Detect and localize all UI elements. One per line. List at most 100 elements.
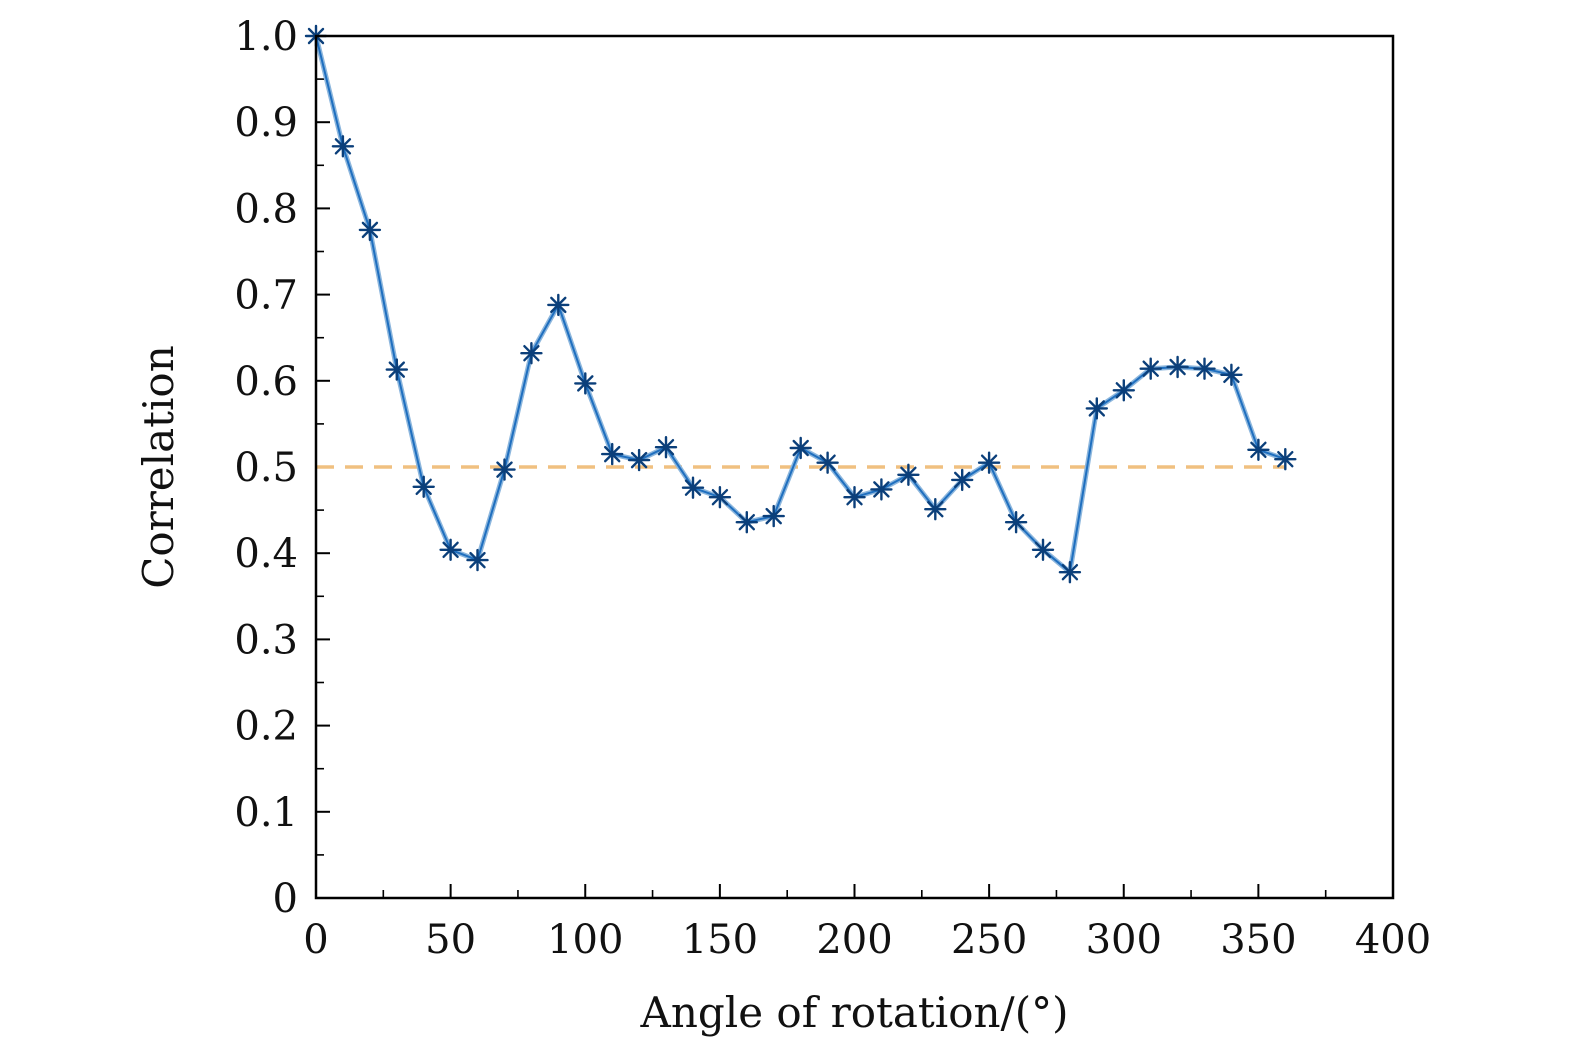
marker-stroke <box>1115 382 1133 399</box>
data-point-marker <box>1193 357 1216 380</box>
data-point-marker <box>654 436 678 459</box>
marker-stroke <box>604 445 621 463</box>
data-point-marker <box>816 451 839 474</box>
x-axis-title: Angle of rotation/(°) <box>640 988 1069 1037</box>
x-tick-label: 200 <box>816 917 892 963</box>
data-point-marker <box>708 486 732 509</box>
data-point-marker <box>1085 397 1109 420</box>
y-tick-label: 1.0 <box>234 14 298 60</box>
marker-stroke <box>738 514 755 531</box>
marker-stroke <box>361 221 379 239</box>
data-point-marker <box>789 436 812 460</box>
data-point-marker <box>331 135 355 158</box>
marker-stroke <box>846 489 863 506</box>
x-tick-label: 100 <box>547 917 623 963</box>
data-point-marker <box>385 358 408 381</box>
data-point-marker <box>897 463 920 486</box>
marker-stroke <box>1061 564 1079 581</box>
data-point-marker <box>977 451 1001 474</box>
marker-stroke <box>1088 400 1106 417</box>
plot-frame <box>314 34 1395 900</box>
y-tick-label: 0.5 <box>234 445 298 491</box>
marker-stroke <box>496 461 513 478</box>
data-point-marker <box>1004 511 1028 534</box>
marker-stroke <box>980 454 998 471</box>
marker-stroke <box>442 541 459 558</box>
marker-stroke <box>1007 514 1025 531</box>
x-tick-label: 300 <box>1086 917 1162 963</box>
marker-stroke <box>1034 541 1052 558</box>
marker-stroke <box>954 471 971 489</box>
data-point-marker <box>1247 438 1270 461</box>
marker-stroke <box>630 451 648 469</box>
x-tick-label: 50 <box>425 917 476 963</box>
data-point-marker <box>1031 538 1055 561</box>
data-point-marker <box>601 442 624 466</box>
marker-stroke <box>711 489 729 506</box>
y-tick-label: 0.9 <box>234 100 298 146</box>
data-point-marker <box>1220 363 1243 386</box>
data-point-marker <box>1139 357 1162 380</box>
marker-stroke <box>1250 441 1267 458</box>
x-tick-label: 350 <box>1220 917 1296 963</box>
marker-stroke <box>1196 360 1213 377</box>
marker-stroke <box>792 439 809 457</box>
data-point-marker <box>439 538 462 561</box>
marker-stroke <box>388 361 405 378</box>
y-tick-label: 0.7 <box>234 273 298 319</box>
data-point-marker <box>1058 561 1082 584</box>
y-tick-label: 0.8 <box>234 186 298 232</box>
y-tick-label: 0.4 <box>234 531 298 577</box>
y-axis-title: Correlation <box>134 345 183 589</box>
data-point-marker <box>493 458 516 481</box>
marker-stroke <box>765 507 782 525</box>
y-tick-label: 0.2 <box>234 704 298 750</box>
y-tick-label: 0 <box>273 876 298 922</box>
data-point-marker <box>627 448 651 472</box>
series-line <box>315 35 1286 574</box>
data-point-marker <box>762 504 785 528</box>
data-point-marker <box>412 475 435 498</box>
marker-stroke <box>550 296 567 314</box>
y-tick-label: 0.3 <box>234 617 298 663</box>
series-line-halo <box>313 35 1287 575</box>
data-point-marker <box>520 342 543 365</box>
x-tick-label: 400 <box>1355 917 1431 963</box>
data-point-marker <box>1274 448 1297 471</box>
marker-stroke <box>873 481 890 498</box>
marker-stroke <box>1169 358 1186 376</box>
marker-stroke <box>927 501 944 518</box>
marker-stroke <box>334 138 352 155</box>
data-point-marker <box>1166 355 1189 379</box>
marker-stroke <box>684 479 702 496</box>
data-point-marker <box>1112 379 1136 402</box>
marker-stroke <box>900 466 917 483</box>
data-point-marker <box>735 511 758 534</box>
data-point-marker <box>466 548 489 572</box>
marker-stroke <box>469 551 486 569</box>
x-tick-label: 0 <box>303 917 328 963</box>
y-tick-label: 0.1 <box>234 790 298 836</box>
y-tick-label: 0.6 <box>234 359 298 405</box>
data-point-marker <box>681 476 705 499</box>
x-tick-label: 150 <box>682 917 758 963</box>
marker-stroke <box>415 478 432 495</box>
marker-stroke <box>523 345 540 362</box>
marker-stroke <box>1142 360 1159 377</box>
data-point-marker <box>358 218 382 242</box>
data-point-marker <box>870 478 893 501</box>
data-point-marker <box>574 372 597 395</box>
tick-labels: 0 50 100 150 200 250 300 350 400 0 0.1 0.2 0.3 0.4 0.5… <box>234 14 1431 963</box>
data-point-marker <box>924 498 947 521</box>
marker-stroke <box>657 439 675 456</box>
data-point-marker <box>951 468 974 492</box>
marker-stroke <box>1277 451 1294 468</box>
data-point-marker <box>547 293 570 317</box>
data-point-marker <box>843 486 866 509</box>
x-tick-label: 250 <box>951 917 1027 963</box>
series-layer <box>313 35 1287 575</box>
marker-stroke <box>577 375 594 392</box>
marker-stroke <box>1223 366 1240 383</box>
marker-stroke <box>819 454 836 471</box>
